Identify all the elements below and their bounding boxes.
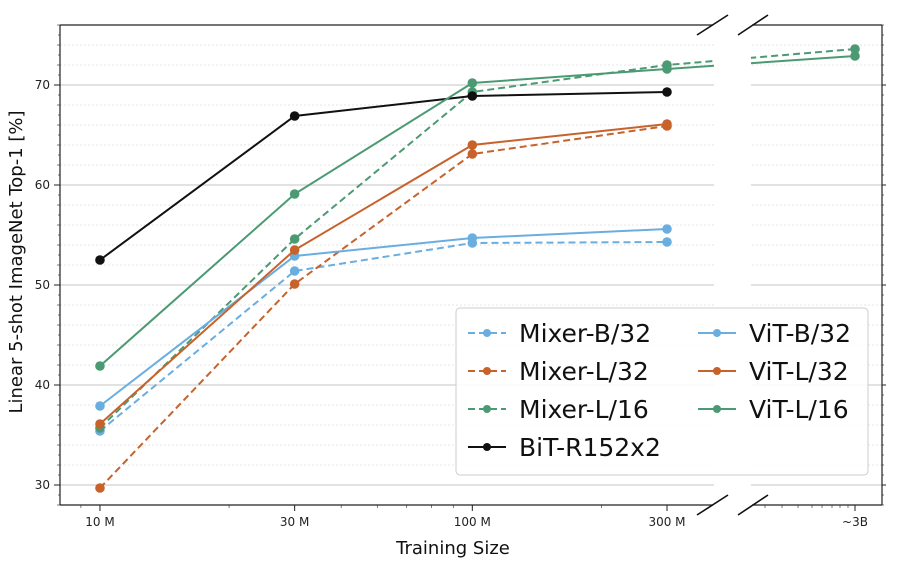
data-point-vit-l-32: [289, 245, 300, 255]
legend-marker-vit-l-16: [713, 405, 721, 413]
series-line-bit-r152x2: [99, 91, 668, 261]
data-point-vit-l-16: [289, 189, 300, 199]
series-line-vit-b-32: [99, 228, 668, 407]
legend-marker-vit-l-32: [713, 367, 721, 375]
legend-marker-mixer-b-32: [483, 329, 491, 337]
legend-marker-bit-r152x2: [483, 443, 491, 451]
legend-label-vit-b-32: ViT-B/32: [749, 319, 851, 348]
x-tick-label: 300 M: [648, 515, 685, 529]
data-point-bit-r152x2: [467, 91, 478, 101]
legend-label-mixer-l-32: Mixer-L/32: [519, 357, 649, 386]
data-point-vit-b-32: [467, 233, 478, 243]
x-tick-label: 30 M: [280, 515, 309, 529]
data-point-vit-l-16: [467, 78, 478, 88]
data-point-mixer-l-16: [289, 234, 300, 244]
legend-label-bit-r152x2: BiT-R152x2: [519, 433, 661, 462]
x-tick-label: 10 M: [85, 515, 114, 529]
axis-break-mark: [737, 494, 769, 516]
x-tick-label: 100 M: [454, 515, 491, 529]
legend-marker-mixer-l-32: [483, 367, 491, 375]
data-point-mixer-b-32: [662, 237, 672, 247]
legend-label-mixer-l-16: Mixer-L/16: [519, 395, 649, 424]
data-point-vit-b-32: [662, 224, 672, 234]
axis-break-mark: [696, 14, 729, 36]
legend-box: [455, 307, 869, 476]
y-tick-label: 50: [35, 278, 50, 292]
data-point-bit-r152x2: [289, 111, 300, 121]
data-point-mixer-l-32: [289, 279, 300, 289]
data-point-bit-r152x2: [95, 255, 105, 265]
axis-break-mark: [696, 494, 729, 516]
data-point-mixer-l-32: [467, 149, 478, 159]
y-tick-label: 60: [35, 178, 50, 192]
data-point-vit-l-32: [95, 419, 105, 429]
data-point-mixer-l-16: [850, 44, 860, 54]
data-point-vit-l-16: [662, 64, 672, 74]
series-line-mixer-b-32: [99, 241, 668, 432]
legend-marker-mixer-l-16: [483, 405, 491, 413]
y-axis-label: Linear 5-shot ImageNet Top-1 [%]: [6, 110, 27, 413]
y-tick-label: 70: [35, 78, 50, 92]
x-tick-label: ~3B: [842, 515, 868, 529]
data-point-mixer-l-32: [95, 483, 105, 493]
data-point-bit-r152x2: [662, 87, 672, 97]
y-tick-label: 30: [35, 478, 50, 492]
data-point-vit-b-32: [95, 401, 105, 411]
axis-break-mark: [737, 14, 769, 36]
series-line-vit-l-32: [99, 123, 668, 425]
data-point-mixer-b-32: [289, 266, 300, 276]
legend-label-vit-l-16: ViT-L/16: [749, 395, 849, 424]
legend-label-vit-l-32: ViT-L/32: [749, 357, 849, 386]
data-point-vit-l-32: [662, 119, 672, 129]
data-point-vit-l-16: [850, 51, 860, 61]
legend-label-mixer-b-32: Mixer-B/32: [519, 319, 651, 348]
ticks: 30 40 50 60 70 10 M 30 M 100 M 300 M ~3B: [35, 24, 886, 529]
legend-marker-vit-b-32: [713, 329, 721, 337]
y-tick-label: 40: [35, 378, 50, 392]
series-line-mixer-l-32: [99, 125, 668, 489]
data-point-vit-l-32: [467, 140, 478, 150]
x-axis-label: Training Size: [395, 538, 510, 559]
data-point-vit-l-16: [95, 361, 105, 371]
legend: Mixer-B/32 Mixer-L/32 Mixer-L/16 BiT-R152x2…: [455, 307, 869, 476]
